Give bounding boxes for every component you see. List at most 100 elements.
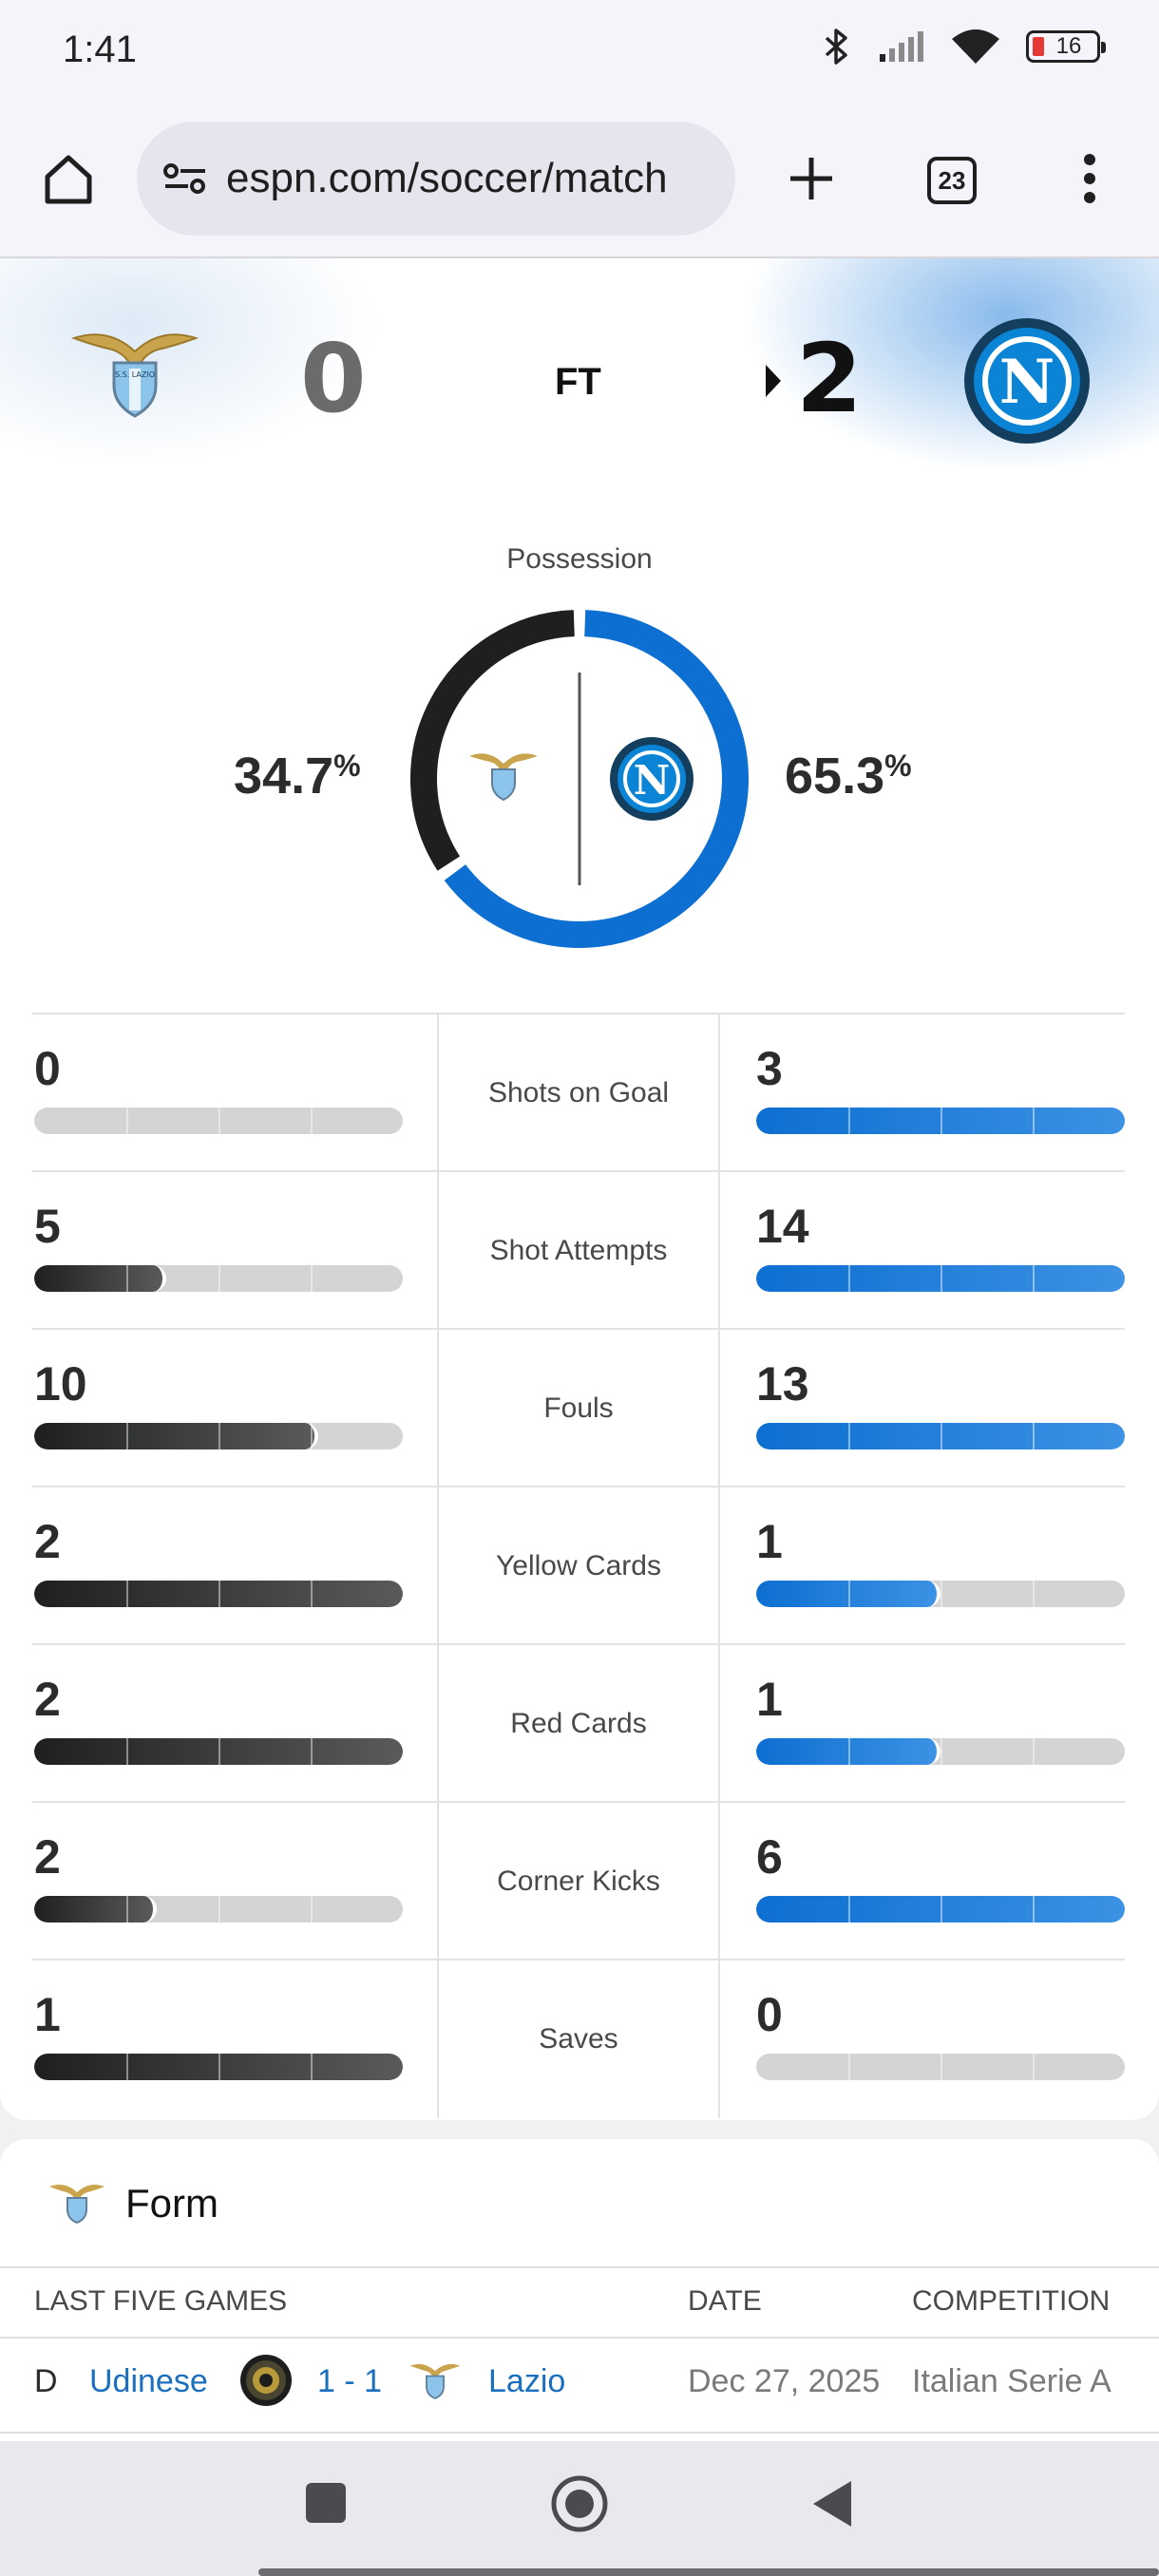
away-stat-bar bbox=[756, 1581, 1125, 1607]
home-possession: 34.7% bbox=[234, 748, 361, 805]
signal-icon bbox=[880, 31, 923, 62]
away-score: 2 bbox=[796, 323, 863, 434]
away-stat-value: 6 bbox=[756, 1830, 783, 1884]
stat-row: 0 Shots on Goal 3 bbox=[32, 1013, 1125, 1172]
home-stat-value: 1 bbox=[34, 1988, 61, 2041]
home-icon bbox=[45, 155, 92, 204]
home-stat-bar bbox=[34, 1423, 403, 1449]
udinese-logo-icon bbox=[240, 2355, 292, 2406]
col-header-competition: COMPETITION bbox=[912, 2285, 1111, 2317]
stat-label: Shot Attempts bbox=[437, 1172, 720, 1330]
away-stat-bar-fill bbox=[756, 1423, 1125, 1449]
stat-row: 5 Shot Attempts 14 bbox=[32, 1170, 1125, 1330]
away-stat-bar-fill bbox=[756, 1581, 940, 1607]
stat-label: Yellow Cards bbox=[437, 1487, 720, 1645]
home-stat-value: 10 bbox=[34, 1357, 87, 1411]
away-stat-bar-fill bbox=[756, 1738, 940, 1765]
home-stat-bar-fill bbox=[34, 1265, 166, 1292]
divider bbox=[0, 2432, 1159, 2434]
tab-count: 23 bbox=[927, 157, 977, 204]
lazio-logo-icon[interactable]: S.S. LAZIO bbox=[70, 325, 200, 420]
away-possession: 65.3% bbox=[785, 748, 912, 805]
new-tab-button[interactable] bbox=[779, 146, 844, 211]
home-stat-value: 2 bbox=[34, 1673, 61, 1726]
away-stat-value: 13 bbox=[756, 1357, 809, 1411]
home-score: 0 bbox=[300, 323, 367, 434]
stat-row: 1 Saves 0 bbox=[32, 1959, 1125, 2118]
home-stat-value: 5 bbox=[34, 1200, 61, 1253]
stat-row: 2 Red Cards 1 bbox=[32, 1643, 1125, 1803]
away-stat-bar-fill bbox=[756, 1265, 1125, 1292]
form-away-team[interactable]: Lazio bbox=[488, 2363, 566, 2399]
divider bbox=[0, 2337, 1159, 2339]
napoli-mini-logo-icon: N bbox=[610, 737, 694, 821]
battery-icon: 16 bbox=[1026, 30, 1106, 63]
gesture-indicator bbox=[258, 2568, 1159, 2576]
away-stat-bar-fill bbox=[756, 1108, 1125, 1134]
bluetooth-icon bbox=[825, 28, 847, 65]
home-button[interactable] bbox=[38, 148, 99, 209]
svg-text:N: N bbox=[634, 757, 670, 804]
match-score-header: S.S. LAZIO 0 FT 2 N bbox=[0, 258, 1159, 505]
status-icons: 16 bbox=[821, 27, 1106, 66]
away-stat-value: 1 bbox=[756, 1673, 783, 1726]
site-settings-icon bbox=[163, 163, 205, 194]
tab-switcher-button[interactable]: 23 bbox=[922, 154, 982, 207]
home-stat-bar bbox=[34, 1265, 403, 1292]
form-competition: Italian Serie A bbox=[912, 2363, 1112, 2399]
stat-label: Shots on Goal bbox=[437, 1014, 720, 1172]
home-stat-bar bbox=[34, 1738, 403, 1765]
home-stat-bar bbox=[34, 2054, 403, 2080]
home-stat-bar bbox=[34, 1108, 403, 1134]
stat-label: Saves bbox=[437, 1960, 720, 2118]
stat-label: Red Cards bbox=[437, 1645, 720, 1803]
form-result: D bbox=[34, 2363, 58, 2399]
home-stat-value: 0 bbox=[34, 1042, 61, 1095]
home-stat-bar-fill bbox=[34, 2054, 403, 2080]
browser-toolbar: espn.com/soccer/match 23 bbox=[0, 99, 1159, 258]
away-stat-bar bbox=[756, 1108, 1125, 1134]
address-bar[interactable]: espn.com/soccer/match bbox=[137, 122, 735, 236]
away-stat-value: 1 bbox=[756, 1515, 783, 1568]
recents-button[interactable] bbox=[306, 2483, 346, 2523]
winner-arrow-icon bbox=[766, 365, 781, 397]
svg-text:S.S. LAZIO: S.S. LAZIO bbox=[115, 370, 155, 379]
possession-donut-chart: N bbox=[410, 610, 749, 948]
status-time: 1:41 bbox=[63, 28, 137, 70]
away-stat-bar bbox=[756, 2054, 1125, 2080]
match-status: FT bbox=[555, 361, 601, 403]
away-stat-value: 0 bbox=[756, 1988, 783, 2041]
away-stat-bar bbox=[756, 1896, 1125, 1923]
home-stat-bar-fill bbox=[34, 1738, 403, 1765]
back-nav-icon[interactable] bbox=[809, 2479, 853, 2529]
form-date: Dec 27, 2025 bbox=[688, 2363, 881, 2399]
napoli-logo-icon[interactable]: N bbox=[961, 315, 1092, 446]
lazio-mini-logo-icon bbox=[469, 753, 538, 802]
lazio-form-row-logo-icon bbox=[409, 2363, 461, 2399]
system-nav-bar bbox=[0, 2441, 1159, 2576]
home-stat-value: 2 bbox=[34, 1830, 61, 1884]
stat-row: 2 Yellow Cards 1 bbox=[32, 1486, 1125, 1645]
home-stat-bar-fill bbox=[34, 1896, 158, 1923]
home-stat-bar bbox=[34, 1896, 403, 1923]
form-score[interactable]: 1 - 1 bbox=[317, 2363, 383, 2399]
svg-text:N: N bbox=[999, 347, 1055, 418]
away-stat-value: 3 bbox=[756, 1042, 783, 1095]
more-menu-button[interactable] bbox=[1064, 148, 1115, 209]
col-header-date: DATE bbox=[688, 2285, 762, 2317]
home-stat-bar-fill bbox=[34, 1581, 403, 1607]
stat-label: Corner Kicks bbox=[437, 1803, 720, 1960]
home-stat-bar-fill bbox=[34, 1423, 318, 1449]
stat-row: 2 Corner Kicks 6 bbox=[32, 1801, 1125, 1960]
away-stat-value: 14 bbox=[756, 1200, 809, 1253]
away-stat-bar bbox=[756, 1423, 1125, 1449]
stat-row: 10 Fouls 13 bbox=[32, 1328, 1125, 1487]
url-text: espn.com/soccer/match bbox=[226, 155, 668, 201]
form-home-team[interactable]: Udinese bbox=[89, 2363, 208, 2399]
home-nav-icon[interactable] bbox=[549, 2473, 610, 2534]
home-stat-value: 2 bbox=[34, 1515, 61, 1568]
stat-label: Fouls bbox=[437, 1330, 720, 1487]
plus-icon bbox=[790, 158, 832, 199]
divider bbox=[0, 2266, 1159, 2268]
wifi-icon bbox=[952, 29, 999, 64]
